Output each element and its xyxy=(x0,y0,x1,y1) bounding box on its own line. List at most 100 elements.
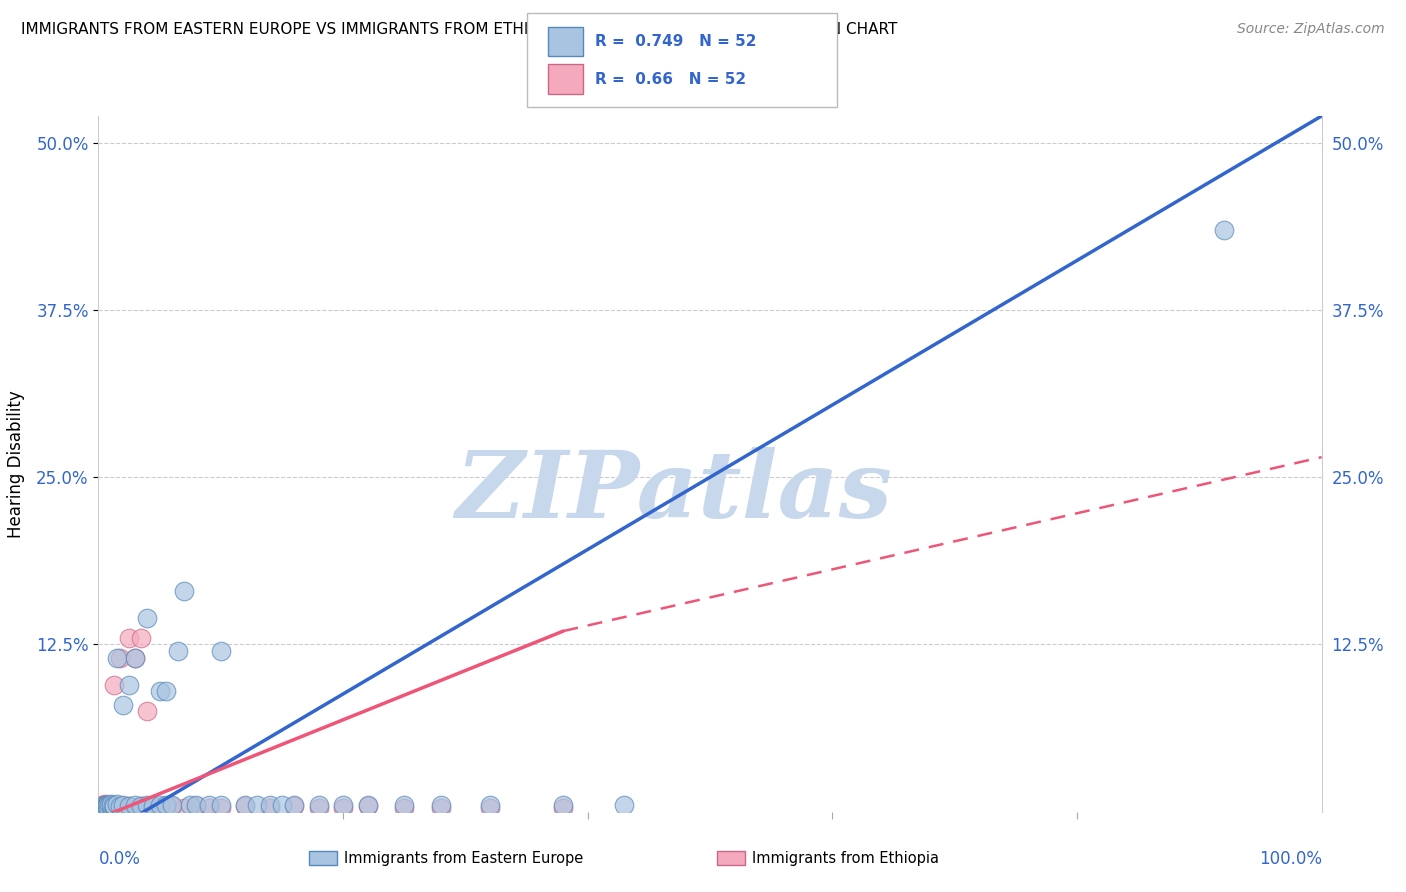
Point xyxy=(478,801,501,815)
Point xyxy=(259,801,281,815)
Point xyxy=(197,797,219,812)
Point xyxy=(392,801,416,815)
Point xyxy=(356,797,378,812)
Point xyxy=(91,799,114,814)
Text: IMMIGRANTS FROM EASTERN EUROPE VS IMMIGRANTS FROM ETHIOPIA HEARING DISABILITY CO: IMMIGRANTS FROM EASTERN EUROPE VS IMMIGR… xyxy=(21,22,897,37)
Point xyxy=(173,801,195,815)
Point xyxy=(90,799,112,814)
Point xyxy=(270,797,294,812)
Point xyxy=(96,797,118,812)
Point xyxy=(149,684,172,698)
Point xyxy=(91,801,114,815)
Point xyxy=(118,799,141,814)
Point xyxy=(101,797,124,812)
Point xyxy=(179,797,201,812)
Point xyxy=(308,797,330,812)
Point xyxy=(118,631,141,645)
Point xyxy=(136,799,159,814)
Point xyxy=(93,797,115,811)
Point xyxy=(160,799,183,814)
Point xyxy=(124,801,146,815)
Point xyxy=(283,799,305,814)
Point xyxy=(553,797,575,812)
Text: R =  0.66   N = 52: R = 0.66 N = 52 xyxy=(595,72,745,87)
Point xyxy=(233,797,256,812)
Point xyxy=(129,631,152,645)
Point xyxy=(110,799,132,814)
Point xyxy=(430,801,453,815)
Point xyxy=(142,799,165,814)
Point xyxy=(90,801,112,815)
Point xyxy=(186,799,208,814)
Point xyxy=(105,797,128,811)
Point xyxy=(105,799,128,814)
Point xyxy=(97,801,120,815)
Point xyxy=(186,797,208,812)
Point xyxy=(93,801,115,815)
Point xyxy=(105,801,128,815)
Point xyxy=(93,799,115,814)
Point xyxy=(111,801,134,815)
Point xyxy=(96,801,118,815)
Point xyxy=(308,801,330,815)
Point xyxy=(98,799,121,814)
Point xyxy=(332,797,354,812)
Point xyxy=(392,797,416,812)
Point xyxy=(94,799,117,814)
Point xyxy=(93,797,115,812)
Point xyxy=(129,799,152,814)
Point xyxy=(136,611,159,625)
Point xyxy=(100,797,122,812)
Text: ZIPatlas: ZIPatlas xyxy=(454,447,891,537)
Point xyxy=(197,801,219,815)
Point xyxy=(553,801,575,815)
Point xyxy=(111,799,134,814)
Point xyxy=(209,801,232,815)
Point xyxy=(101,799,124,814)
Point xyxy=(259,797,281,812)
Point xyxy=(93,801,115,815)
Text: Immigrants from Eastern Europe: Immigrants from Eastern Europe xyxy=(344,851,583,865)
Point xyxy=(96,799,118,814)
Point xyxy=(332,801,354,815)
Point xyxy=(356,799,378,814)
Y-axis label: Hearing Disability: Hearing Disability xyxy=(7,390,25,538)
Point xyxy=(98,797,121,812)
Point xyxy=(136,705,159,719)
Text: R =  0.749   N = 52: R = 0.749 N = 52 xyxy=(595,35,756,49)
Point xyxy=(100,797,122,811)
Point xyxy=(478,797,501,812)
Point xyxy=(96,797,118,812)
Point xyxy=(149,801,172,815)
Point xyxy=(94,797,117,812)
Point xyxy=(103,799,125,814)
Point xyxy=(149,797,172,812)
Point xyxy=(101,801,124,815)
Point xyxy=(97,799,120,814)
Point xyxy=(246,797,269,812)
Point xyxy=(160,797,183,812)
Point xyxy=(155,797,177,812)
Point xyxy=(105,651,128,665)
Point xyxy=(167,644,190,658)
Point xyxy=(613,797,636,812)
Point xyxy=(233,799,256,814)
Point xyxy=(100,799,122,814)
Point xyxy=(209,644,232,658)
Point xyxy=(97,801,120,815)
Point xyxy=(91,799,114,814)
Point xyxy=(91,797,114,812)
Point xyxy=(155,684,177,698)
Point xyxy=(124,651,146,665)
Point xyxy=(124,651,146,665)
Point xyxy=(111,797,134,812)
Point xyxy=(100,801,122,815)
Point xyxy=(94,799,117,814)
Point xyxy=(118,799,141,814)
Text: Source: ZipAtlas.com: Source: ZipAtlas.com xyxy=(1237,22,1385,37)
Point xyxy=(110,651,132,665)
Point xyxy=(1212,223,1234,237)
Point xyxy=(129,799,152,814)
Text: Immigrants from Ethiopia: Immigrants from Ethiopia xyxy=(752,851,939,865)
Point xyxy=(283,797,305,812)
